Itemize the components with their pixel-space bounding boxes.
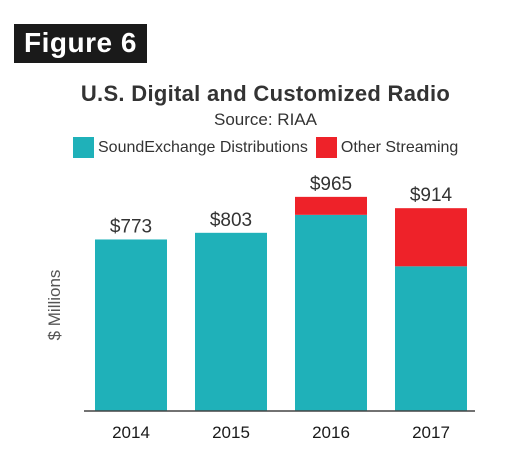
chart-title: U.S. Digital and Customized Radio [80,81,451,106]
x-tick-label-2015: 2015 [212,423,250,442]
bar-soundexchange-2014 [95,239,167,411]
figure-label: Figure 6 [14,24,147,63]
legend-swatch-other-streaming [315,137,337,158]
legend-item-soundexchange: SoundExchange Distributions [73,137,308,158]
bar-soundexchange-2016 [295,214,367,411]
bar-other-streaming-2017 [395,208,467,267]
legend-swatch-soundexchange [73,137,94,158]
chart-subtitle: Source: RIAA [214,110,317,129]
legend-label-soundexchange: SoundExchange Distributions [98,138,308,156]
bar-total-label-2015: $803 [210,210,252,231]
bars-group: $773 $803 $965 $914 [95,174,467,411]
x-tick-label-2017: 2017 [412,423,450,442]
legend-label-other-streaming: Other Streaming [340,138,459,156]
bar-other-streaming-2016 [295,196,367,215]
bar-soundexchange-2017 [395,266,467,411]
x-tick-label-2014: 2014 [112,423,150,442]
bar-total-label-2014: $773 [110,216,152,237]
x-ticks-group: 2014 2015 2016 2017 [112,423,450,442]
y-axis-label: $ Millions [45,270,64,341]
x-tick-label-2016: 2016 [312,423,350,442]
bar-total-label-2017: $914 [410,185,453,206]
legend: SoundExchange Distributions Other Stream… [73,137,466,158]
legend-item-other-streaming: Other Streaming [315,137,459,158]
bar-total-label-2016: $965 [310,174,352,195]
bar-soundexchange-2015 [195,232,267,411]
